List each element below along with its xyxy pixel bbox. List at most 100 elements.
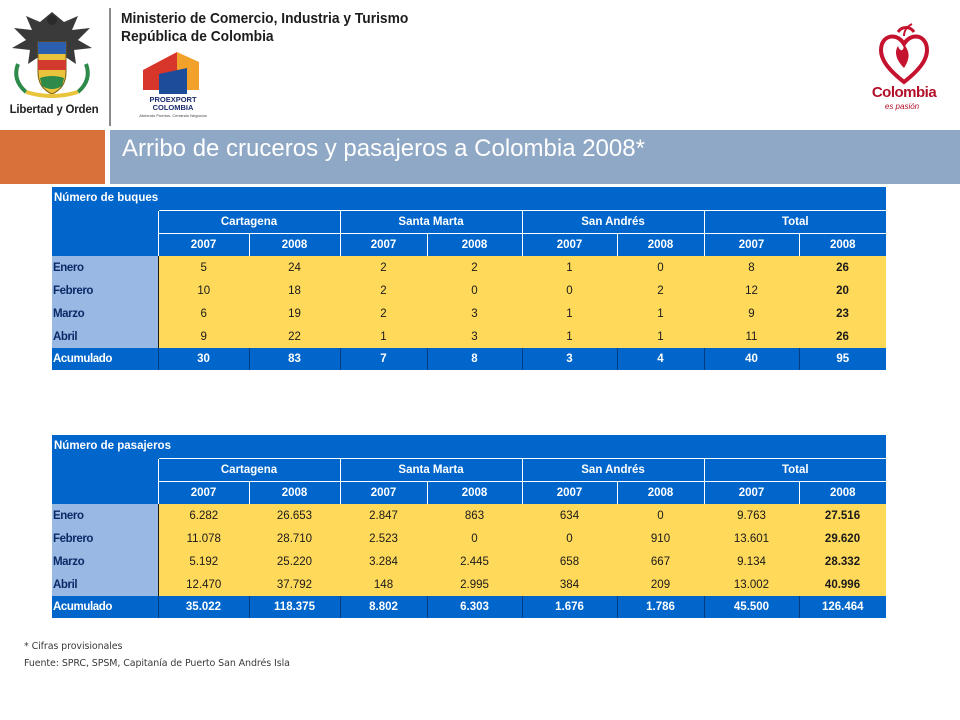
value-cell: 9.134	[704, 550, 799, 573]
value-cell: 10	[157, 279, 249, 302]
month-label: Enero	[52, 256, 158, 279]
value-cell: 37.792	[249, 573, 340, 596]
value-cell: 3.284	[340, 550, 427, 573]
value-cell: 28.710	[249, 527, 340, 550]
table-row: Marzo 5.192 25.220 3.284 2.445 658 667 9.134 28.…	[52, 550, 887, 573]
header-blank-cell	[52, 457, 158, 504]
year-header: 2007	[521, 480, 617, 504]
month-label: Marzo	[52, 302, 158, 325]
value-cell: 13.601	[704, 527, 799, 550]
total-cell: 35.022	[157, 596, 249, 618]
value-cell: 8	[704, 256, 799, 279]
value-cell: 1	[522, 325, 617, 348]
total-cell: 8.802	[339, 596, 427, 618]
value-cell: 5.192	[157, 550, 249, 573]
total-cell: 30	[157, 348, 249, 370]
year-header: 2008	[616, 232, 704, 256]
table-row: Enero 6.282 26.653 2.847 863 634 0 9.763 27.516	[52, 504, 887, 527]
year-header: 2008	[426, 232, 522, 256]
coat-of-arms-icon	[12, 12, 92, 98]
value-cell: 18	[249, 279, 340, 302]
total-cell: 1.676	[521, 596, 617, 618]
value-cell: 11.078	[157, 527, 249, 550]
total-label: Acumulado	[52, 596, 158, 618]
value-cell: 19	[249, 302, 340, 325]
year-header: 2007	[157, 480, 249, 504]
value-cell: 26	[799, 256, 887, 279]
month-label: Abril	[52, 573, 158, 596]
header-blank-cell	[52, 209, 158, 256]
table-title: Número de buques	[52, 187, 887, 210]
month-label: Abril	[52, 325, 158, 348]
value-cell: 1	[340, 325, 427, 348]
value-cell: 634	[522, 504, 617, 527]
port-header-row: Cartagena Santa Marta San Andrés Total	[52, 209, 887, 256]
value-cell: 1	[522, 256, 617, 279]
value-cell: 40.996	[799, 573, 887, 596]
port-header: Santa Marta	[339, 457, 522, 481]
coat-of-arms-caption: Libertad y Orden	[9, 104, 99, 116]
value-cell: 0	[617, 256, 704, 279]
value-cell: 12	[704, 279, 799, 302]
table-row: Abril 9 22 1 3 1 1 11 26	[52, 325, 887, 348]
proexport-icon	[143, 52, 199, 94]
brand-name: Colombia	[871, 84, 937, 101]
provisional-note: * Cifras provisionales	[24, 641, 123, 652]
year-header: 2008	[426, 480, 522, 504]
value-cell: 148	[340, 573, 427, 596]
colombia-brand-logo: Colombia es pasión	[864, 22, 944, 122]
total-cell: 40	[703, 348, 799, 370]
value-cell: 209	[617, 573, 704, 596]
table-row: Febrero 10 18 2 0 0 2 12 20	[52, 279, 887, 302]
table-title-row: Número de buques	[52, 187, 887, 210]
total-cell: 126.464	[798, 596, 887, 618]
year-header: 2008	[248, 232, 340, 256]
value-cell: 13.002	[704, 573, 799, 596]
proexport-tagline: Abriendo Puertos, Cerrando Negocios	[139, 113, 207, 118]
total-cell: 45.500	[703, 596, 799, 618]
proexport-logo: PROEXPORT COLOMBIA Abriendo Puertos, Cer…	[137, 50, 209, 128]
total-cell: 3	[521, 348, 617, 370]
value-cell: 9	[157, 325, 249, 348]
value-cell: 0	[522, 279, 617, 302]
ministry-heading: Ministerio de Comercio, Industria y Turi…	[121, 10, 408, 46]
total-row: Acumulado 35.022 118.375 8.802 6.303 1.676 1.7…	[52, 596, 887, 618]
value-cell: 5	[157, 256, 249, 279]
year-header: 2008	[798, 232, 887, 256]
table-row: Marzo 6 19 2 3 1 1 9 23	[52, 302, 887, 325]
total-cell: 95	[798, 348, 887, 370]
title-bar	[110, 130, 960, 184]
value-cell: 384	[522, 573, 617, 596]
year-header: 2007	[703, 232, 799, 256]
value-cell: 658	[522, 550, 617, 573]
total-cell: 4	[616, 348, 704, 370]
total-row: Acumulado 30 83 7 8 3 4 40 95	[52, 348, 887, 370]
source-note: Fuente: SPRC, SPSM, Capitanía de Puerto …	[24, 658, 290, 669]
total-label: Acumulado	[52, 348, 158, 370]
port-header: San Andrés	[521, 209, 704, 233]
year-header: 2007	[703, 480, 799, 504]
value-cell: 1	[617, 325, 704, 348]
value-cell: 2	[340, 256, 427, 279]
port-header: San Andrés	[521, 457, 704, 481]
value-cell: 27.516	[799, 504, 887, 527]
value-cell: 26	[799, 325, 887, 348]
table-title-row: Número de pasajeros	[52, 435, 887, 458]
table-row: Febrero 11.078 28.710 2.523 0 0 910 13.601 29.62…	[52, 527, 887, 550]
value-cell: 28.332	[799, 550, 887, 573]
value-cell: 29.620	[799, 527, 887, 550]
value-cell: 2.445	[427, 550, 522, 573]
republic-name: República de Colombia	[121, 28, 274, 45]
value-cell: 2	[427, 256, 522, 279]
year-header: 2008	[248, 480, 340, 504]
value-cell: 0	[427, 279, 522, 302]
month-label: Febrero	[52, 279, 158, 302]
year-header-row: 2007 2008 2007 2008 2007 2008 2007 2008	[52, 232, 887, 256]
table-row: Abril 12.470 37.792 148 2.995 384 209 13.002 40.…	[52, 573, 887, 596]
value-cell: 0	[522, 527, 617, 550]
year-header: 2008	[798, 480, 887, 504]
ministry-name: Ministerio de Comercio, Industria y Turi…	[121, 10, 409, 27]
port-header: Cartagena	[157, 209, 340, 233]
year-header: 2008	[616, 480, 704, 504]
port-header: Total	[703, 209, 887, 233]
